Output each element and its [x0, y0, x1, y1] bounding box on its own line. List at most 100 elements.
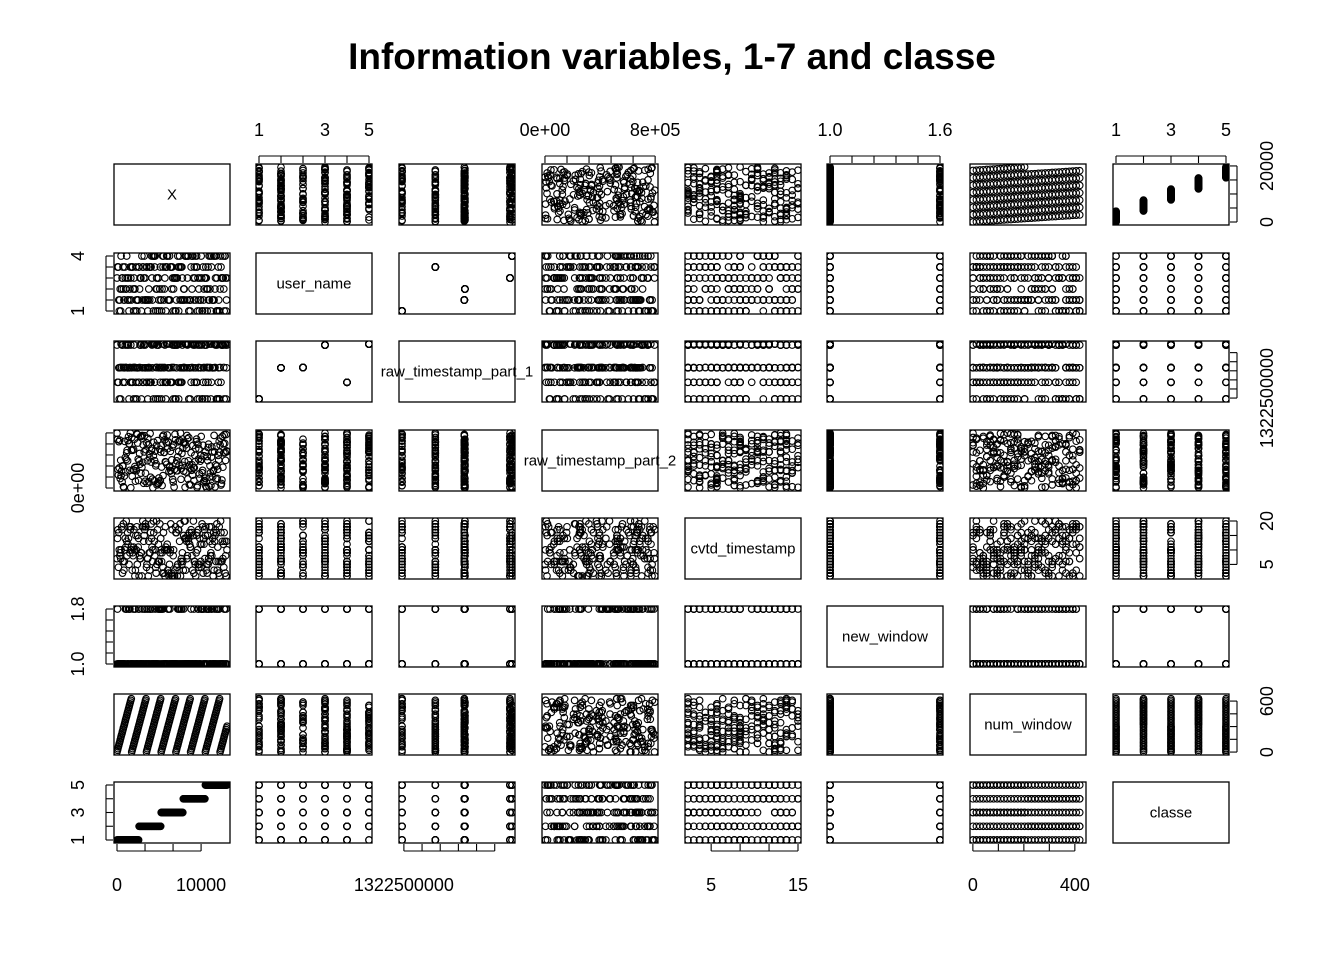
data-point: [1113, 379, 1120, 386]
panel-r1-c2: [399, 253, 516, 315]
data-point: [639, 286, 646, 293]
data-point: [937, 396, 944, 403]
panel-border: [399, 164, 515, 225]
data-point: [1035, 297, 1042, 304]
data-point: [1223, 275, 1230, 282]
data-point: [1113, 297, 1120, 304]
data-point: [937, 286, 944, 293]
data-point: [760, 396, 767, 403]
data-point: [1195, 286, 1202, 293]
data-point: [1113, 275, 1120, 282]
data-point: [766, 286, 773, 293]
data-point: [1223, 264, 1230, 271]
data-point: [984, 297, 991, 304]
data-point: [1018, 286, 1025, 293]
data-point: [223, 297, 230, 304]
data-point: [607, 275, 614, 282]
data-point: [1113, 286, 1120, 293]
data-point: [561, 286, 568, 293]
data-point: [737, 164, 744, 171]
panel-r2-c3: [542, 341, 658, 403]
panel-r0-c0: X: [114, 164, 230, 225]
data-point: [163, 396, 170, 403]
data-point: [1223, 297, 1230, 304]
panel-r1-c6: [970, 253, 1086, 315]
data-point: [1113, 264, 1120, 271]
panel-r1-c4: [685, 253, 802, 315]
panel-r2-c1: [256, 341, 373, 403]
data-point: [937, 297, 944, 304]
data-point: [604, 188, 611, 195]
data-point: [1140, 275, 1147, 282]
panel-r1-c7: [1113, 253, 1230, 315]
data-point: [399, 308, 406, 315]
data-point: [1223, 286, 1230, 293]
data-point: [827, 275, 834, 282]
panel-r0-c3: [542, 164, 658, 226]
panel-r2-c4: [685, 341, 802, 403]
panel-r0-c4: [685, 164, 802, 226]
data-point: [1140, 308, 1147, 315]
data-point: [827, 264, 834, 271]
data-point: [651, 275, 658, 282]
panel-r1-c1: user_name: [256, 253, 372, 314]
data-point: [1113, 308, 1120, 315]
data-point: [1168, 379, 1175, 386]
data-point: [1021, 308, 1028, 315]
data-point: [827, 308, 834, 315]
panel-border: [114, 253, 230, 314]
data-point: [507, 275, 514, 282]
panel-r0-c7: [1113, 164, 1230, 226]
data-point: [1195, 297, 1202, 304]
data-point: [970, 275, 977, 282]
data-point: [1195, 308, 1202, 315]
data-point: [1168, 264, 1175, 271]
data-point: [1195, 253, 1202, 260]
panel-border: [1113, 253, 1229, 314]
data-point: [1168, 297, 1175, 304]
data-point: [1140, 396, 1147, 403]
data-point: [604, 253, 611, 260]
panel-border: [827, 341, 943, 402]
data-point: [1049, 286, 1056, 293]
panel-r2-c2: raw_timestamp_part_1: [381, 341, 534, 402]
data-point: [1140, 365, 1147, 372]
data-point: [737, 253, 744, 260]
data-point: [509, 253, 516, 260]
data-point: [162, 275, 169, 282]
data-point: [554, 216, 561, 223]
data-point: [827, 379, 834, 386]
data-point: [748, 379, 755, 386]
data-point: [827, 297, 834, 304]
data-point: [1168, 365, 1175, 372]
panel-r0-c1: [256, 164, 373, 226]
data-point: [1140, 286, 1147, 293]
data-point: [1195, 275, 1202, 282]
data-point: [795, 181, 802, 188]
panel-r1-c3: [542, 253, 658, 315]
panel-border: [256, 164, 372, 225]
data-point: [795, 167, 802, 174]
data-point: [1140, 379, 1147, 386]
data-point: [1195, 264, 1202, 271]
data-point: [937, 253, 944, 260]
data-point: [607, 297, 614, 304]
data-point: [827, 396, 834, 403]
panel-r2-c0: [114, 341, 231, 403]
data-point: [760, 308, 767, 315]
panel-r0-c5: [827, 164, 944, 226]
diagonal-label: user_name: [276, 276, 351, 293]
data-point: [937, 264, 944, 271]
data-point: [937, 275, 944, 282]
data-point: [256, 396, 263, 403]
data-point: [827, 253, 834, 260]
data-point: [322, 342, 329, 349]
data-point: [344, 379, 351, 386]
data-point: [1140, 253, 1147, 260]
data-point: [432, 264, 439, 271]
data-point: [189, 286, 196, 293]
data-point: [615, 188, 622, 195]
panel-r0-c2: [399, 164, 516, 226]
data-point: [937, 308, 944, 315]
